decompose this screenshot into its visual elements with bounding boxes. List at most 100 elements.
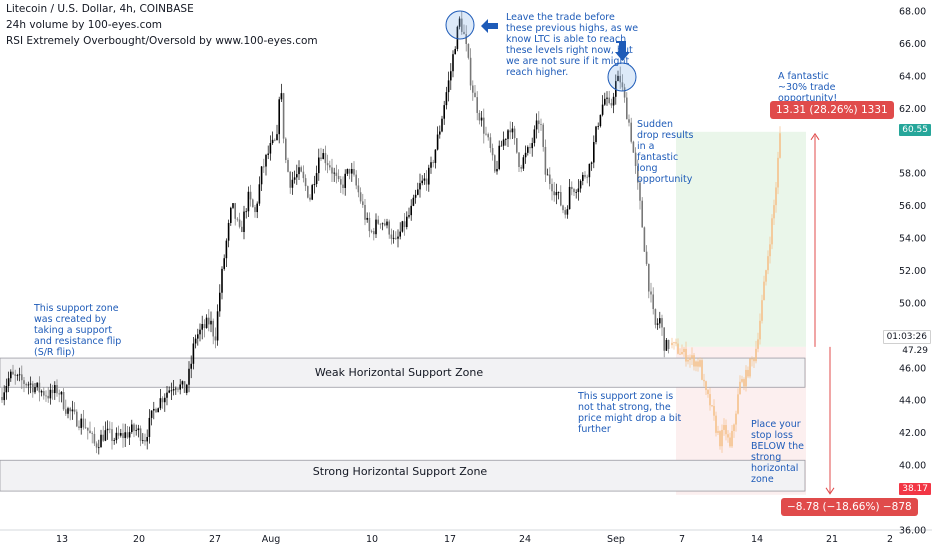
candle-body (518, 152, 520, 167)
y-tick-label: 66.00 (899, 39, 926, 50)
candle-body (639, 182, 641, 201)
arrow-left-icon (481, 19, 498, 33)
projection-body (731, 430, 733, 447)
candle-body (373, 231, 375, 235)
candle-body (269, 143, 272, 154)
candle-body (307, 186, 309, 198)
candle-body (179, 384, 181, 390)
projection-body (747, 369, 749, 377)
candle-body (665, 339, 668, 351)
projection-body (691, 355, 693, 358)
candle-body (276, 134, 278, 141)
projection-body (761, 300, 763, 321)
candle-body (628, 119, 630, 123)
candle-body (322, 153, 324, 160)
candle-body (282, 93, 285, 139)
candle-body (632, 141, 635, 153)
candle-body (62, 392, 65, 410)
candle-body (36, 382, 38, 388)
candle-body (56, 385, 58, 394)
candle-body (49, 389, 52, 399)
candle-body (544, 146, 547, 175)
candle-body (348, 168, 351, 174)
candle-body (648, 263, 650, 292)
candle-body (238, 219, 241, 227)
y-tick-label: 68.00 (899, 6, 926, 17)
projection-body (695, 361, 697, 367)
candle-body (441, 118, 443, 132)
candle-body (258, 184, 261, 204)
candle-body (588, 163, 591, 178)
candle-body (494, 155, 496, 172)
projection-body (685, 348, 687, 362)
candle-body (595, 126, 597, 143)
candle-body (454, 48, 456, 55)
candle-body (82, 418, 85, 428)
previous-high-circle-1 (445, 10, 475, 40)
candle-body (25, 383, 27, 386)
projection-body (701, 360, 703, 380)
candle-body (175, 388, 177, 390)
y-tick-label: 50.00 (899, 298, 926, 309)
projection-body (741, 379, 743, 382)
candle-body (617, 75, 619, 82)
candle-body (120, 433, 122, 436)
candle-body (551, 183, 553, 192)
candle-body (148, 417, 151, 437)
candle-body (199, 329, 201, 335)
candle-body (652, 294, 654, 310)
candle-body (5, 385, 8, 393)
x-tick-label: 14 (751, 534, 763, 545)
candle-body (555, 192, 558, 196)
rsi-indicator-label: RSI Extremely Overbought/Oversold by www… (6, 35, 318, 47)
candle-body (135, 430, 137, 431)
candle-body (91, 433, 93, 434)
candle-body (252, 199, 254, 208)
candle-body (560, 192, 562, 206)
candle-body (29, 383, 32, 385)
x-tick-label: 27 (209, 534, 221, 545)
markers-layer (445, 10, 637, 92)
candle-body (260, 166, 263, 185)
candle-body (401, 221, 404, 232)
projection-body (759, 320, 761, 340)
candle-body (335, 172, 338, 176)
candle-body (168, 390, 170, 393)
candle-body (505, 138, 507, 140)
target-price-tag: 60.55 (899, 124, 931, 136)
candle-body (577, 188, 580, 193)
candle-body (337, 175, 340, 180)
note-not-strong: This support zone is not that strong, th… (578, 391, 682, 435)
candle-body (384, 223, 386, 226)
candle-body (406, 216, 408, 228)
projection-body (715, 415, 717, 433)
candle-body (485, 133, 487, 135)
candle-body (456, 26, 459, 49)
candle-body (315, 173, 318, 185)
candle-body (230, 207, 232, 223)
candle-body (78, 426, 80, 428)
candle-body (410, 205, 412, 216)
candle-body (478, 112, 481, 121)
candle-body (221, 268, 223, 293)
support-zones-layer (0, 357, 806, 492)
candle-body (467, 43, 470, 58)
projection-body (779, 133, 781, 158)
candle-body (113, 440, 115, 441)
projection-body (777, 157, 779, 188)
projection-layer (671, 126, 781, 453)
candle-body (109, 428, 111, 430)
candle-body (472, 85, 474, 93)
projection-body (683, 348, 685, 353)
candle-body (212, 320, 214, 337)
candle-body (654, 309, 657, 325)
loss-arrow-head (825, 487, 835, 495)
candle-body (586, 176, 588, 178)
candle-body (27, 384, 30, 386)
candle-body (392, 237, 395, 239)
y-tick-label: 64.00 (899, 71, 926, 82)
candle-body (232, 203, 234, 208)
candle-body (469, 57, 472, 86)
y-tick-label: 62.00 (899, 104, 926, 115)
